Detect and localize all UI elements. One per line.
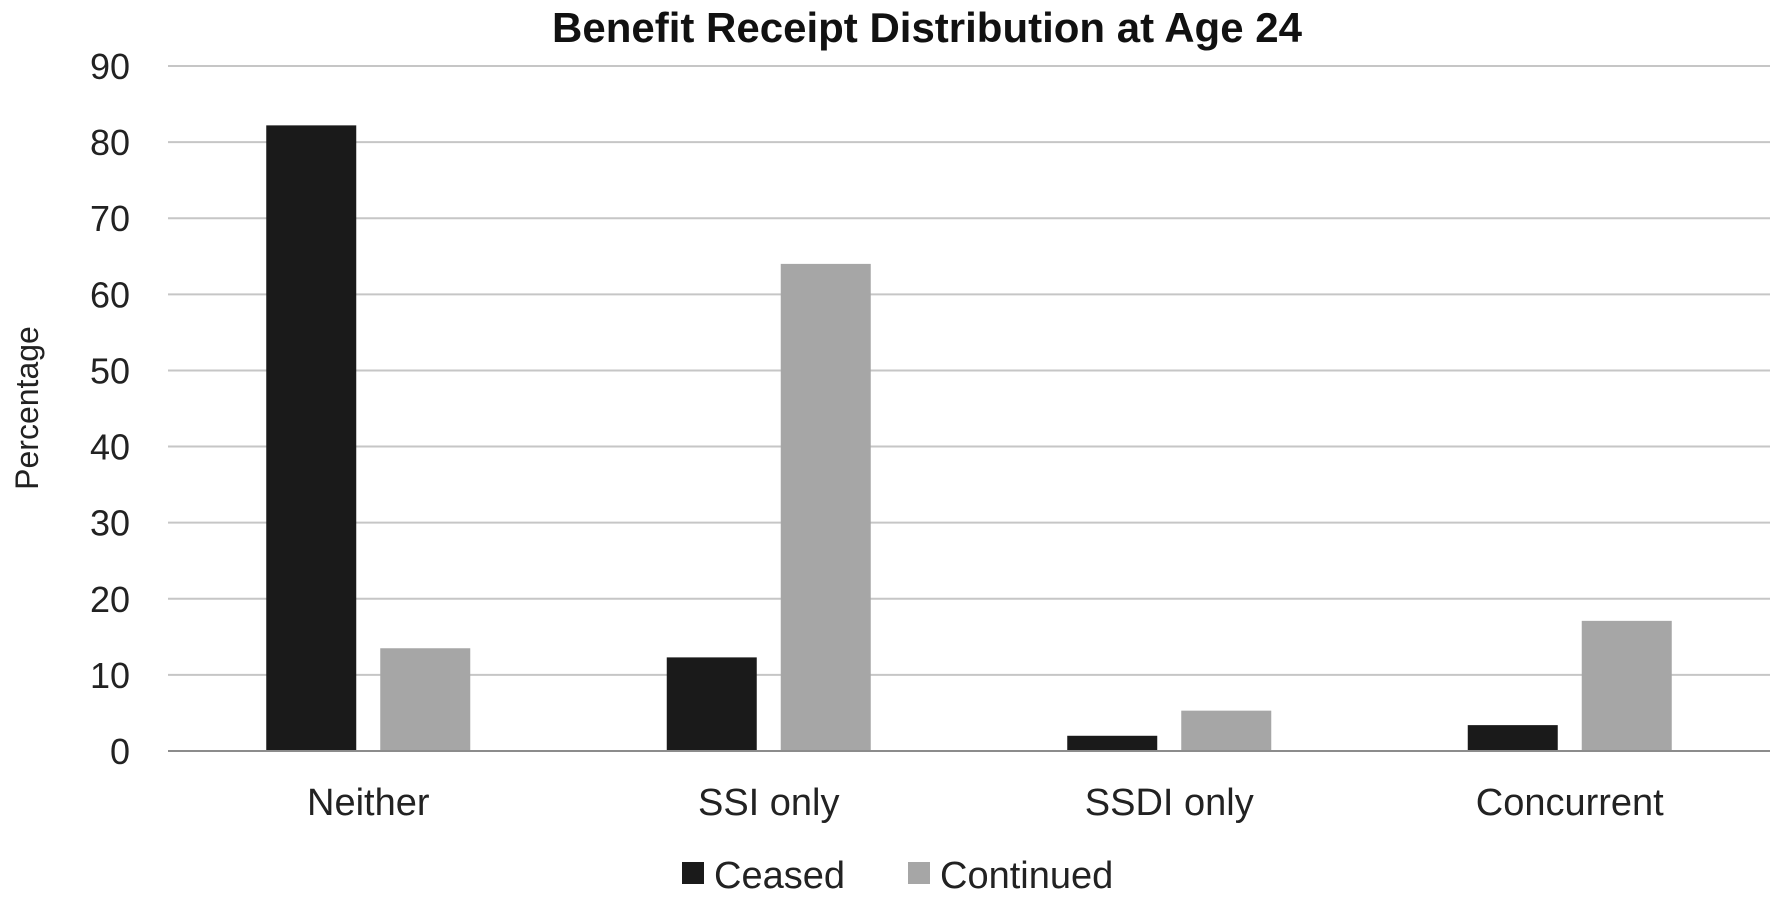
y-tick-label: 20: [90, 579, 130, 620]
bar-continued-neither: [380, 648, 471, 751]
legend-swatch-continued: [908, 862, 930, 884]
legend: Ceased Continued: [682, 855, 1113, 897]
legend-swatch-ceased: [682, 862, 704, 884]
legend-label-ceased: Ceased: [714, 855, 845, 897]
x-category-label: Concurrent: [1476, 782, 1664, 824]
bar-continued-ssdi-only: [1181, 710, 1272, 751]
y-tick-label: 70: [90, 198, 130, 239]
y-tick-label: 10: [90, 655, 130, 696]
legend-label-continued: Continued: [940, 855, 1113, 897]
bar-ceased-neither: [266, 125, 357, 751]
y-tick-label: 50: [90, 350, 130, 391]
y-axis-label: Percentage: [9, 326, 45, 490]
y-tick-label: 60: [90, 274, 130, 315]
bar-ceased-ssdi-only: [1067, 735, 1158, 751]
x-axis-categories: Neither SSI only SSDI only Concurrent: [307, 782, 1664, 824]
bars: [266, 125, 1672, 751]
y-tick-label: 0: [110, 731, 130, 772]
chart-title: Benefit Receipt Distribution at Age 24: [552, 4, 1303, 51]
gridlines: [168, 65, 1770, 676]
bar-ceased-ssi-only: [666, 657, 757, 751]
bar-continued-ssi-only: [780, 263, 871, 751]
y-tick-label: 90: [90, 46, 130, 87]
y-tick-label: 30: [90, 503, 130, 544]
y-axis-ticks: 0 10 20 30 40 50 60 70 80 90: [90, 46, 130, 772]
x-category-label: Neither: [307, 782, 430, 824]
x-category-label: SSI only: [698, 782, 840, 824]
y-tick-label: 80: [90, 122, 130, 163]
x-category-label: SSDI only: [1085, 782, 1254, 824]
bar-continued-concurrent: [1581, 620, 1672, 751]
y-tick-label: 40: [90, 427, 130, 468]
bar-ceased-concurrent: [1467, 725, 1558, 751]
